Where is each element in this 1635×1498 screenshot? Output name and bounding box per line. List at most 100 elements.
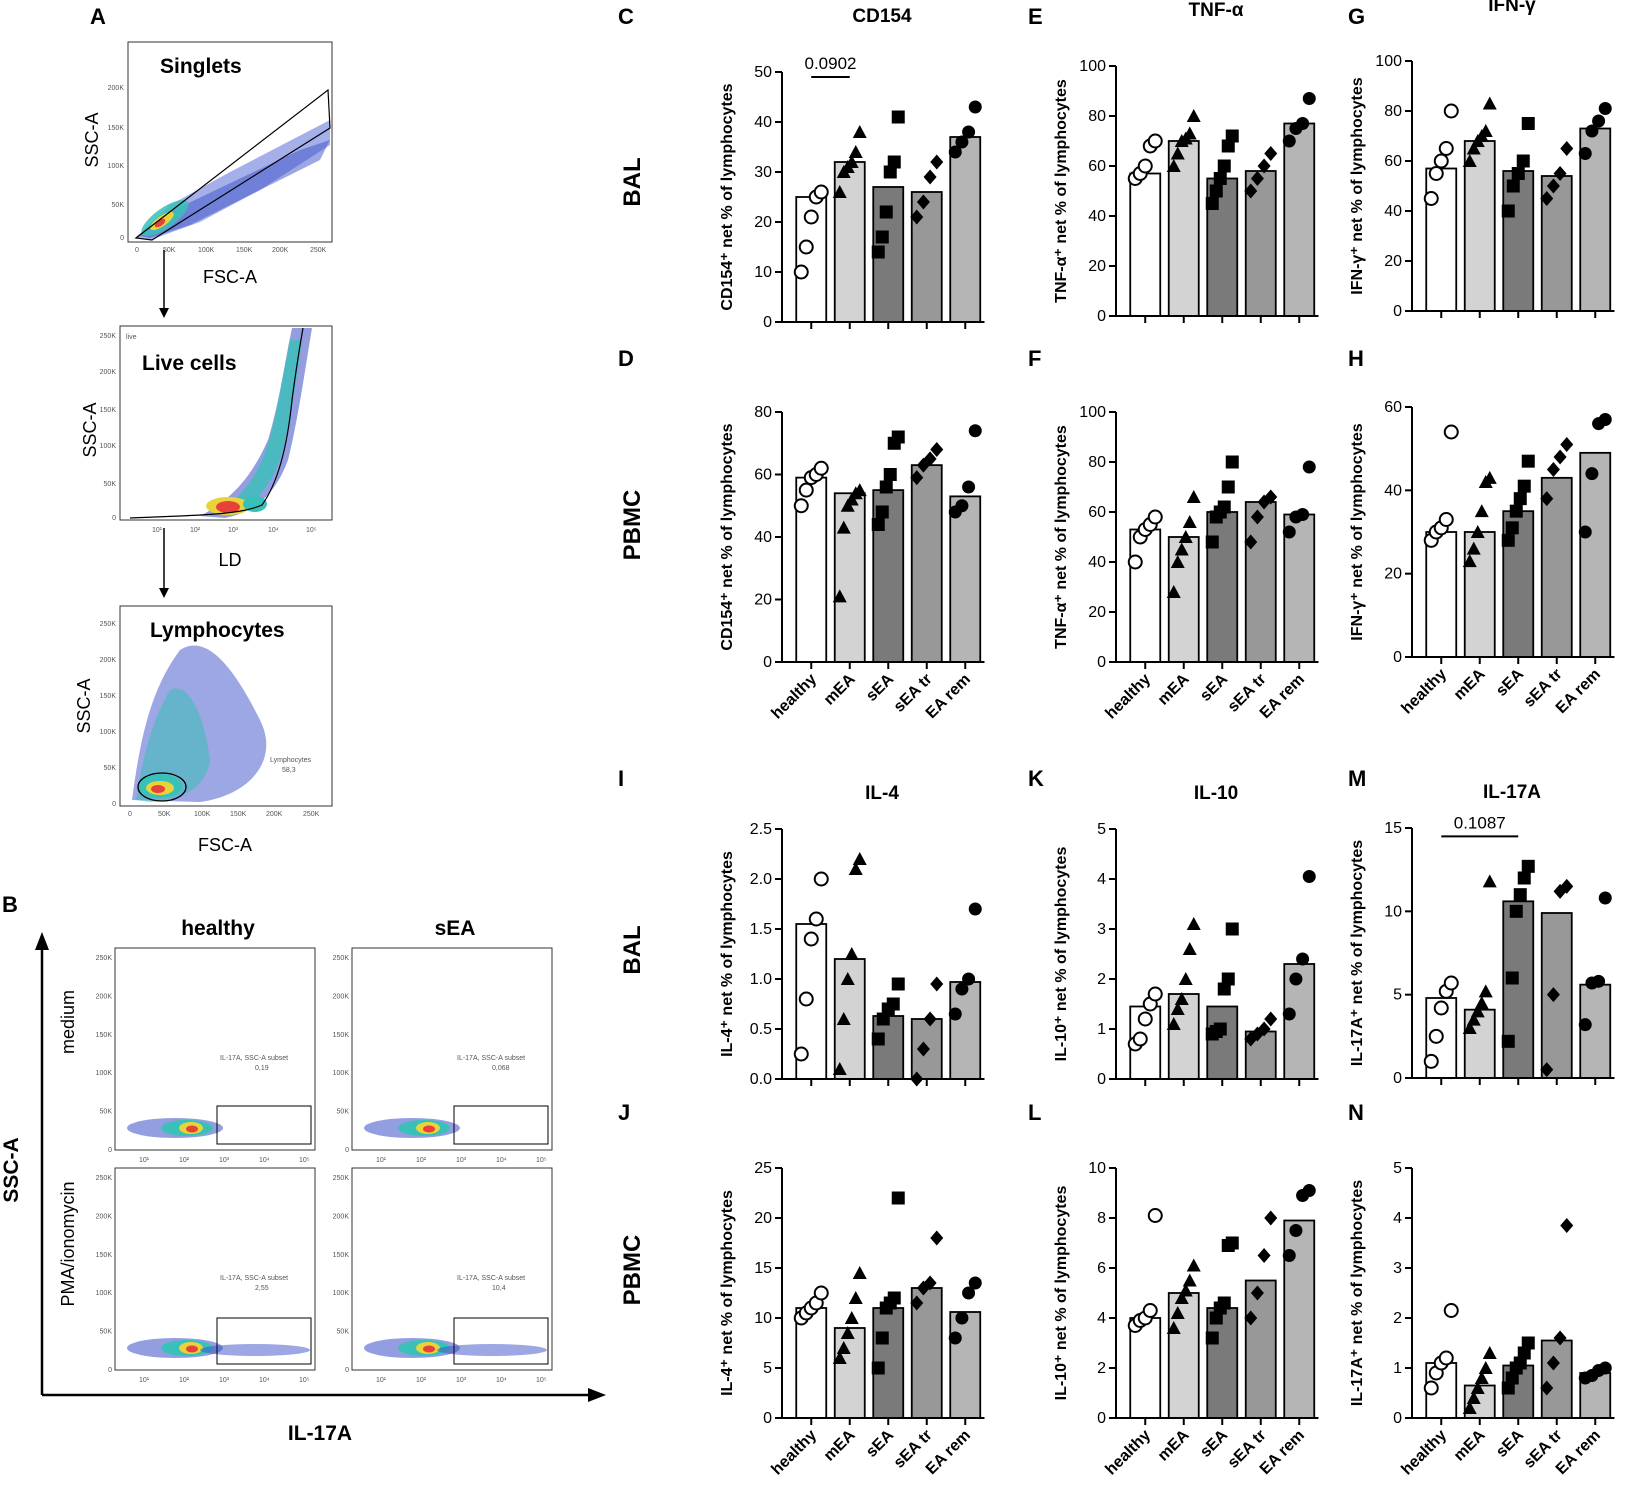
data-point (1225, 922, 1239, 936)
y-axis-label: IL-4⁺ net % of lymphocytes (719, 1190, 736, 1396)
data-point (1142, 1303, 1158, 1318)
data-point (1578, 147, 1592, 160)
bar-healthy (795, 1307, 828, 1419)
tick: 150K (96, 1252, 113, 1259)
data-point (1546, 1355, 1560, 1371)
tick: 200K (96, 993, 113, 1000)
data-point (1182, 515, 1197, 528)
data-point (808, 911, 824, 927)
x-tick-label: healthy (768, 1427, 820, 1479)
data-point (1209, 1311, 1223, 1325)
data-point (793, 498, 809, 514)
chart-C: C CD154 0 10 20 30 40 50 CD154⁺ net % of lymphoc… (618, 4, 985, 331)
data-point (871, 245, 885, 259)
data-point (1221, 972, 1235, 986)
data-point (1244, 1310, 1258, 1326)
data-point (1147, 986, 1163, 1002)
data-point (832, 589, 847, 603)
tick: 50K (100, 1109, 113, 1116)
y-tick-label: 0.5 (750, 1021, 772, 1038)
x-tick-label: sEA (863, 1426, 897, 1460)
row-label-pma: PMA/ionomycin (58, 1181, 78, 1306)
data-point (1221, 139, 1235, 153)
data-point (1585, 467, 1599, 481)
data-point (1225, 129, 1239, 143)
gate-label-lymphocytes: Lymphocytes (150, 619, 285, 642)
data-point (1257, 1021, 1271, 1037)
data-point (1466, 1012, 1481, 1026)
y-axis-label: IL-10⁺ net % of lymphocytes (1053, 847, 1070, 1062)
data-point (1166, 1017, 1181, 1030)
tick: 50K (337, 1109, 350, 1116)
y-tick-label: 100 (1079, 58, 1106, 75)
data-point (1462, 154, 1477, 167)
data-point (1470, 1004, 1485, 1018)
x-tick-label: mEA (1155, 1426, 1193, 1464)
data-point (1482, 1346, 1497, 1359)
data-point (1470, 1381, 1485, 1394)
data-point (1513, 492, 1527, 506)
bar-sEA tr (1244, 501, 1277, 663)
y-tick-label: 0 (1097, 1071, 1106, 1088)
data-point (1178, 1283, 1193, 1297)
tick: 0 (120, 235, 124, 242)
tick: 100K (333, 1070, 350, 1077)
density-peak (186, 1345, 198, 1353)
tick: 100K (100, 443, 117, 450)
tick: 100K (96, 1070, 113, 1077)
bar-healthy (1129, 528, 1162, 663)
bar-mEA (833, 492, 866, 663)
data-point (948, 145, 962, 159)
tick: 0 (112, 801, 116, 808)
data-point (1546, 178, 1560, 194)
x-tick-label: healthy (1102, 1427, 1154, 1479)
y-tick-label: 6 (1097, 1260, 1106, 1277)
data-point (1466, 541, 1481, 555)
tick: 10¹ (376, 1377, 387, 1384)
x-tick-label: sEA (1493, 665, 1527, 699)
data-point (1257, 158, 1271, 174)
tick: 10¹ (152, 527, 163, 534)
data-point (1296, 952, 1310, 966)
data-point (1282, 1249, 1296, 1262)
data-point (1302, 460, 1316, 474)
tick: 10⁵ (299, 1157, 310, 1164)
tick: 150K (108, 125, 125, 132)
flow-b-plots: IL-17A, SSC-A subset 0,19 10¹ 10² 10³ 10⁴ 10⁵ 0… (96, 947, 553, 1384)
data-point (1137, 158, 1153, 174)
data-point (1482, 470, 1497, 484)
bar-EA rem (1579, 127, 1612, 312)
data-point (955, 499, 969, 513)
y-tick-label: 4 (1097, 1310, 1106, 1327)
data-point (1132, 1031, 1148, 1047)
tick: 100K (100, 729, 117, 736)
data-point (1598, 102, 1612, 115)
data-point (852, 1266, 867, 1279)
gate-subset-name: IL-17A, SSC-A subset (220, 1055, 288, 1062)
data-point (886, 997, 900, 1011)
y-tick-label: 40 (1384, 203, 1402, 220)
bar-healthy (1129, 172, 1162, 317)
chart-title: TNF-α (1189, 0, 1244, 21)
tick: 10⁵ (306, 527, 317, 534)
data-point (1127, 554, 1143, 570)
y-tick-label: 15 (754, 1260, 772, 1277)
data-point (1438, 512, 1454, 527)
data-point (1509, 904, 1523, 918)
y-axis-label: IL-17A⁺ net % of lymphocytes (1349, 840, 1366, 1066)
y-tick-label: 20 (1088, 258, 1106, 275)
data-point (1250, 171, 1264, 186)
col-label-sea: sEA (435, 917, 476, 940)
data-point (1521, 859, 1535, 873)
data-point (875, 230, 889, 244)
tick: 0 (135, 247, 139, 254)
data-point (916, 194, 930, 210)
data-point (1182, 942, 1197, 955)
data-point (1466, 141, 1481, 155)
data-point (832, 1351, 847, 1364)
panel-letter-D: D (618, 346, 634, 371)
flow-b-plot-s_med: IL-17A, SSC-A subset 0,068 10¹ 10² 10³ 10⁴ 10⁵… (333, 947, 553, 1164)
